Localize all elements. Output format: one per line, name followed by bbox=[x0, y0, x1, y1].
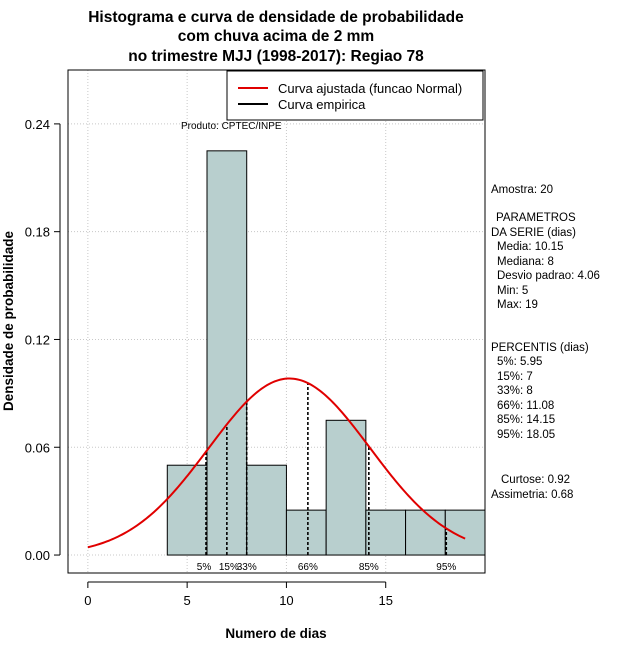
y-tick-label-3: 0.18 bbox=[25, 225, 50, 240]
normal-fit-curve bbox=[87, 377, 466, 549]
plot-frame bbox=[67, 69, 486, 574]
percentile-label-85: 85% bbox=[359, 562, 379, 573]
legend-label-empirical: Curva empirica bbox=[278, 97, 366, 112]
x-tick-label-2: 10 bbox=[279, 593, 293, 608]
histogram-bars bbox=[166, 150, 486, 556]
y-tick-label-4: 0.24 bbox=[25, 117, 50, 132]
legend-label-normal: Curva ajustada (funcao Normal) bbox=[278, 81, 462, 96]
legend-box bbox=[226, 70, 484, 121]
percentile-lines: 5% 15%33% 66% 85% 95% bbox=[197, 383, 456, 573]
percentile-label-15: 15% bbox=[219, 562, 239, 573]
param-max: Max: 19 bbox=[497, 299, 538, 311]
percentile-label-33: 33% bbox=[237, 562, 257, 573]
histogram-bar-3 bbox=[285, 509, 327, 556]
percentis-title: PERCENTIS (dias) bbox=[491, 342, 589, 354]
percentil-33: 33%: 8 bbox=[497, 385, 533, 397]
histogram-bar-4 bbox=[325, 419, 367, 556]
chart-title-line-2: com chuva acima de 2 mm bbox=[178, 28, 374, 45]
kurtosis: Curtose: 0.92 bbox=[501, 474, 570, 486]
param-median: Mediana: 8 bbox=[497, 256, 554, 268]
param-mean: Media: 10.15 bbox=[497, 241, 564, 253]
percentil-15: 15%: 7 bbox=[497, 371, 533, 383]
sample-size: Amostra: 20 bbox=[491, 184, 553, 196]
param-sd: Desvio padrao: 4.06 bbox=[497, 270, 600, 282]
product-annotation: Produto: CPTEC/INPE bbox=[181, 121, 282, 132]
side-panel: Amostra: 20 PARAMETROS DA SERIE (dias) M… bbox=[491, 184, 600, 501]
percentile-label-95: 95% bbox=[436, 562, 456, 573]
x-tick-label-1: 5 bbox=[184, 593, 191, 608]
histogram-bar-2 bbox=[246, 464, 287, 556]
percentil-95: 95%: 18.05 bbox=[497, 429, 555, 441]
params-title: PARAMETROS bbox=[496, 212, 576, 224]
chart-title-line-1: Histograma e curva de densidade de proba… bbox=[88, 9, 464, 26]
y-tick-label-1: 0.06 bbox=[25, 440, 50, 455]
percentil-85: 85%: 14.15 bbox=[497, 414, 555, 426]
histogram-bar-6 bbox=[405, 509, 446, 556]
y-tick-label-0: 0.00 bbox=[25, 548, 50, 563]
param-min: Min: 5 bbox=[497, 285, 528, 297]
percentile-label-66: 66% bbox=[298, 562, 318, 573]
curves bbox=[87, 377, 466, 549]
x-axis-label: Numero de dias bbox=[225, 626, 326, 641]
y-axis-label: Densidade de probabilidade bbox=[1, 230, 16, 411]
x-tick-label-0: 0 bbox=[84, 593, 91, 608]
skewness: Assimetria: 0.68 bbox=[491, 489, 573, 501]
params-subtitle: DA SERIE (dias) bbox=[491, 227, 576, 239]
grid bbox=[68, 70, 485, 573]
y-axis: 0.00 0.06 0.12 0.18 0.24 bbox=[25, 117, 61, 563]
percentil-5: 5%: 5.95 bbox=[497, 356, 542, 368]
histogram-bar-0 bbox=[166, 464, 208, 556]
x-tick-label-3: 15 bbox=[378, 593, 392, 608]
percentil-66: 66%: 11.08 bbox=[497, 400, 554, 412]
chart-title-line-3: no trimestre MJJ (1998-2017): Regiao 78 bbox=[128, 48, 424, 65]
percentile-label-5: 5% bbox=[197, 562, 212, 573]
x-axis: 0 5 10 15 bbox=[84, 581, 393, 608]
histogram-bar-5 bbox=[365, 509, 407, 556]
legend: Curva ajustada (funcao Normal) Curva emp… bbox=[226, 70, 484, 121]
y-tick-label-2: 0.12 bbox=[25, 332, 50, 347]
